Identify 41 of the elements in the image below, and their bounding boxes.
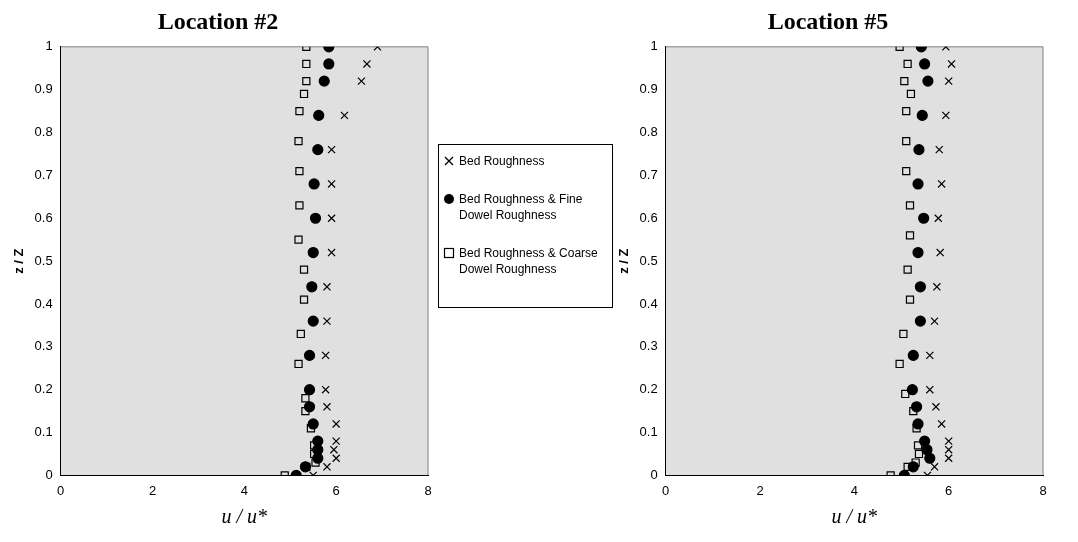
x-tick-label: 6 xyxy=(945,482,953,498)
y-tick-label: 0.4 xyxy=(639,295,658,311)
y-tick-label: 0 xyxy=(650,466,658,482)
y-tick-label: 0.8 xyxy=(34,124,53,140)
y-tick-label: 0.3 xyxy=(639,338,658,354)
y-tick-label: 0 xyxy=(45,466,53,482)
y-tick-label: 0.6 xyxy=(34,209,53,225)
y-axis-title: z / Z xyxy=(616,248,632,274)
y-tick-label: 0.5 xyxy=(34,252,53,268)
x-axis-title: u / u* xyxy=(831,505,878,528)
y-tick-label: 0.7 xyxy=(34,166,53,182)
y-tick-label: 0.1 xyxy=(34,424,53,440)
x-tick-label: 0 xyxy=(662,482,670,498)
y-tick-label: 0.6 xyxy=(639,209,658,225)
y-tick-label: 1 xyxy=(45,38,53,54)
x-tick-label: 8 xyxy=(424,482,432,498)
legend-label: Bed Roughness xyxy=(459,153,545,169)
y-axis-title: z / Z xyxy=(11,248,27,274)
x-tick-label: 2 xyxy=(148,482,157,498)
x-axis-title: u / u* xyxy=(221,505,268,528)
legend-label: Bed Roughness & Fine Dowel Roughness xyxy=(459,191,584,223)
legend-label: Bed Roughness & Coarse Dowel Roughness xyxy=(459,245,599,277)
y-tick-label: 0.4 xyxy=(34,295,53,311)
y-tick-label: 0.1 xyxy=(639,424,658,440)
y-tick-label: 0.8 xyxy=(639,124,658,140)
x-tick-label: 4 xyxy=(850,482,858,498)
x-tick-label: 6 xyxy=(332,482,340,498)
y-tick-label: 0.3 xyxy=(34,338,53,354)
x-tick-label: 4 xyxy=(240,482,248,498)
y-tick-label: 0.9 xyxy=(34,81,53,97)
y-tick-label: 1 xyxy=(650,38,658,54)
y-tick-label: 0.5 xyxy=(639,252,658,268)
x-tick-label: 8 xyxy=(1039,482,1047,498)
y-tick-label: 0.2 xyxy=(34,381,53,397)
chart-title: Location #5 xyxy=(767,7,889,34)
x-tick-label: 2 xyxy=(756,482,764,498)
y-tick-label: 0.9 xyxy=(639,81,658,97)
y-tick-label: 0.7 xyxy=(639,166,658,182)
chart-title: Location #2 xyxy=(157,7,279,34)
x-tick-label: 0 xyxy=(57,482,65,498)
y-tick-label: 0.2 xyxy=(639,381,658,397)
